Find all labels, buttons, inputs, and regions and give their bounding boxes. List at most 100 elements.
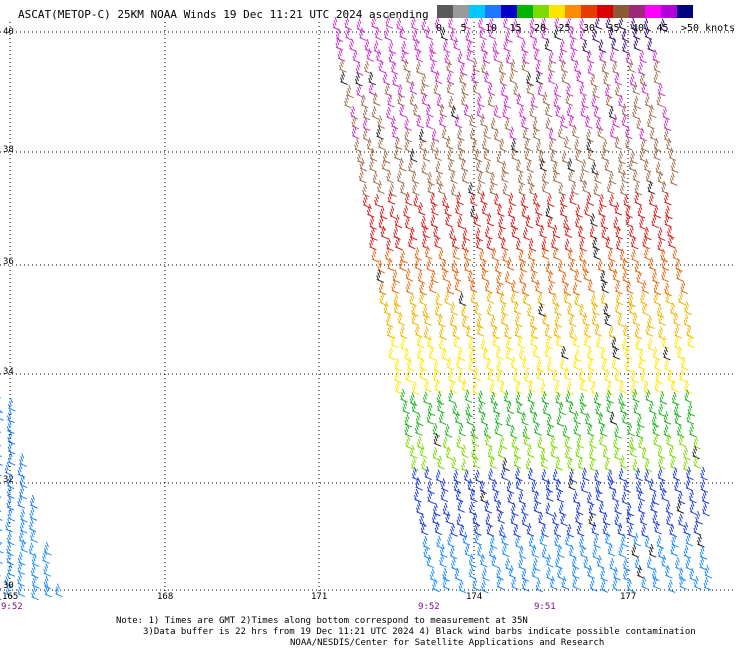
wind-barb xyxy=(438,247,447,262)
wind-barb xyxy=(640,291,648,306)
wind-barb xyxy=(495,346,504,360)
wind-barb xyxy=(19,453,27,467)
footer-credit: NOAA/NESDIS/Center for Satellite Applica… xyxy=(290,638,605,648)
wind-barb xyxy=(674,412,683,426)
wind-barb xyxy=(632,458,641,473)
wind-barb xyxy=(504,271,513,285)
wind-barb xyxy=(637,61,646,76)
wind-barb xyxy=(378,59,386,74)
wind-barb xyxy=(399,26,407,40)
wind-barb xyxy=(608,106,617,120)
wind-barb xyxy=(665,565,673,579)
wind-barb xyxy=(591,95,599,109)
wind-barb xyxy=(617,522,626,537)
wind-barb xyxy=(454,411,463,425)
lon-label-177: 177 xyxy=(620,592,637,602)
wind-barb xyxy=(608,325,617,339)
colorbar-swatch xyxy=(597,5,613,18)
wind-barb xyxy=(340,71,348,86)
wind-barb xyxy=(366,204,375,218)
wind-barb xyxy=(396,170,405,184)
wind-barb xyxy=(666,513,674,527)
wind-barb xyxy=(628,158,637,172)
wind-barb xyxy=(425,115,434,130)
wind-barb xyxy=(626,578,635,593)
wind-barb xyxy=(377,259,385,274)
wind-barb xyxy=(428,346,437,361)
wind-barb xyxy=(438,337,447,352)
wind-barb xyxy=(473,367,482,382)
wind-barb xyxy=(476,104,485,119)
wind-barb xyxy=(17,551,26,566)
wind-barb xyxy=(362,183,370,198)
wind-barb xyxy=(562,425,571,439)
wind-barb xyxy=(668,147,677,161)
wind-barb xyxy=(634,337,643,352)
wind-barb xyxy=(531,565,540,580)
wind-barb xyxy=(421,73,429,87)
wind-barb xyxy=(657,467,666,482)
colorbar-label: 45 xyxy=(657,23,669,34)
wind-barb xyxy=(483,424,492,439)
wind-barb xyxy=(421,92,430,107)
wind-barb xyxy=(488,25,497,40)
wind-barb xyxy=(432,578,440,593)
wind-barb xyxy=(659,478,667,493)
wind-barb xyxy=(531,544,539,558)
wind-barb xyxy=(459,524,467,538)
wind-barb xyxy=(492,400,501,415)
wind-barb xyxy=(614,301,623,315)
wind-barb xyxy=(446,59,454,74)
wind-barb xyxy=(352,49,361,64)
wind-barb xyxy=(578,249,587,263)
wind-barb xyxy=(0,496,2,498)
wind-barb xyxy=(693,521,701,536)
wind-barb xyxy=(579,27,588,42)
wind-barb xyxy=(521,412,529,426)
wind-barb xyxy=(457,347,466,362)
wind-barb xyxy=(644,469,652,484)
wind-barb xyxy=(593,534,601,549)
wind-barb xyxy=(484,225,493,240)
wind-barb xyxy=(602,522,611,537)
wind-barb xyxy=(392,269,401,284)
wind-barb xyxy=(595,488,604,503)
wind-barb xyxy=(525,457,534,472)
wind-barb xyxy=(468,348,477,362)
wind-barb xyxy=(404,413,413,428)
wind-barb xyxy=(622,568,631,582)
wind-barb xyxy=(670,456,678,471)
wind-barb xyxy=(454,567,463,582)
wind-barb xyxy=(492,334,500,349)
colorbar-label: 35 xyxy=(608,23,620,34)
wind-barb xyxy=(496,271,504,286)
wind-barb xyxy=(388,50,397,65)
wind-barb xyxy=(500,84,509,98)
wind-barb xyxy=(496,281,504,296)
wind-barb xyxy=(446,280,455,295)
wind-barb xyxy=(561,70,569,85)
wind-barb xyxy=(581,94,589,109)
wind-barb xyxy=(537,83,545,98)
wind-barb xyxy=(458,71,467,85)
wind-barb xyxy=(630,381,639,396)
wind-barb xyxy=(608,477,617,491)
wind-barb xyxy=(593,105,602,120)
wind-barb xyxy=(593,183,601,197)
wind-barb xyxy=(457,499,465,513)
wind-barb xyxy=(447,16,456,31)
wind-barb xyxy=(496,576,505,590)
wind-barb xyxy=(460,93,469,108)
wind-barb xyxy=(602,511,611,526)
wind-barb xyxy=(518,182,526,196)
wind-barb xyxy=(678,291,686,306)
wind-barb xyxy=(534,280,543,294)
wind-barb xyxy=(512,369,521,384)
wind-barb xyxy=(486,237,495,251)
wind-barb xyxy=(441,347,450,362)
wind-barb xyxy=(425,103,434,118)
wind-barb xyxy=(490,391,498,406)
wind-barb xyxy=(470,69,479,84)
wind-barb xyxy=(409,292,417,307)
wind-barb xyxy=(399,325,408,340)
